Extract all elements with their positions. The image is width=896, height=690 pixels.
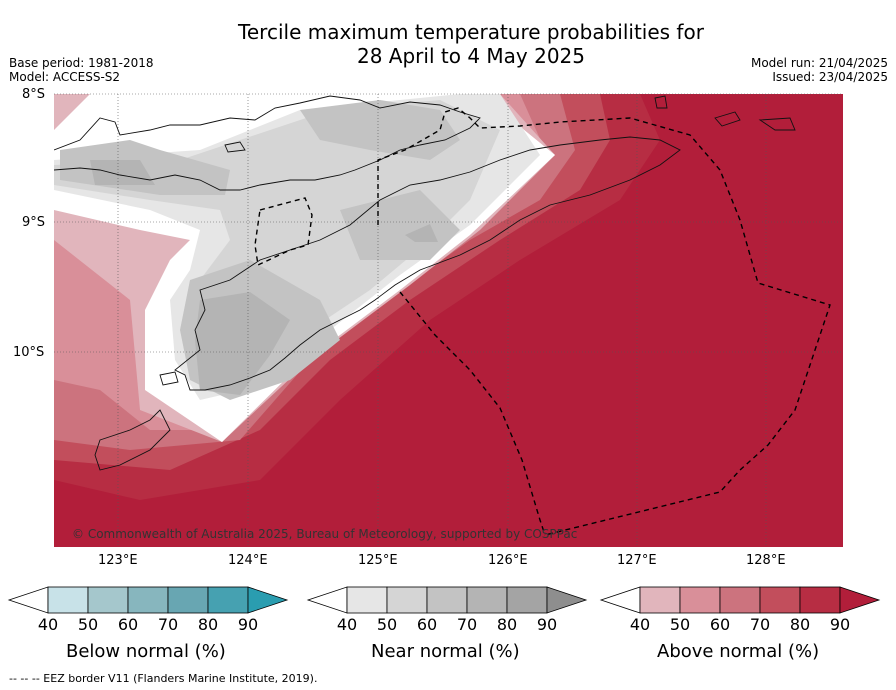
below-tick-90: 90 bbox=[237, 615, 259, 634]
colorbar-above-seg-5 bbox=[799, 586, 841, 614]
lon-label-123e: 123°E bbox=[98, 553, 138, 568]
colorbar-near-seg-3 bbox=[426, 586, 468, 614]
near-tick-50: 50 bbox=[376, 615, 398, 634]
lat-label-10s: 10°S bbox=[13, 345, 45, 360]
model-name: Model: ACCESS-S2 bbox=[9, 70, 121, 84]
near-70-fill-east bbox=[405, 224, 438, 242]
near-tick-60: 60 bbox=[416, 615, 438, 634]
below-tick-70: 70 bbox=[157, 615, 179, 634]
colorbar-below-seg-2 bbox=[87, 586, 129, 614]
above-tick-90: 90 bbox=[829, 615, 851, 634]
below-normal-label: Below normal (%) bbox=[66, 641, 226, 662]
eez-border bbox=[254, 107, 831, 536]
colorbar-below-right-arrow bbox=[247, 586, 289, 614]
lon-label-125e: 125°E bbox=[358, 553, 398, 568]
colorbar-below-seg-1 bbox=[47, 586, 89, 614]
colorbar-below-seg-4 bbox=[167, 586, 209, 614]
colorbar-near-seg-5 bbox=[506, 586, 548, 614]
colorbar-near-right-arrow bbox=[546, 586, 588, 614]
near-70-fill-west bbox=[90, 160, 155, 185]
issued-date: Issued: 23/04/2025 bbox=[772, 70, 888, 84]
near-tick-80: 80 bbox=[496, 615, 518, 634]
colorbar-near-seg-1 bbox=[346, 586, 388, 614]
lat-label-9s: 9°S bbox=[22, 215, 46, 230]
below-tick-80: 80 bbox=[197, 615, 219, 634]
colorbar-above-seg-2 bbox=[679, 586, 721, 614]
below-tick-60: 60 bbox=[117, 615, 139, 634]
near-tick-70: 70 bbox=[456, 615, 478, 634]
colorbar-near-left-arrow bbox=[306, 586, 348, 614]
title: Tercile maximum temperature probabilitie… bbox=[0, 20, 896, 68]
below-tick-40: 40 bbox=[37, 615, 59, 634]
lon-label-128e: 128°E bbox=[746, 553, 786, 568]
base-period: Base period: 1981-2018 bbox=[9, 56, 154, 70]
meta-right: Model run: 21/04/2025 Issued: 23/04/2025 bbox=[751, 56, 888, 84]
meta-left: Base period: 1981-2018 Model: ACCESS-S2 bbox=[9, 56, 154, 84]
colorbar-above bbox=[599, 586, 881, 614]
model-run: Model run: 21/04/2025 bbox=[750, 56, 888, 70]
colorbar-near bbox=[306, 586, 588, 614]
near-tick-90: 90 bbox=[536, 615, 558, 634]
near-tick-40: 40 bbox=[336, 615, 358, 634]
map-fill-layer bbox=[54, 94, 843, 547]
colorbar-above-right-arrow bbox=[839, 586, 881, 614]
near-60-fill-east bbox=[340, 190, 460, 260]
colorbar-below-seg-3 bbox=[127, 586, 169, 614]
colorbar-above-seg-3 bbox=[719, 586, 761, 614]
lon-label-124e: 124°E bbox=[228, 553, 268, 568]
above-tick-60: 60 bbox=[709, 615, 731, 634]
colorbar-near-seg-4 bbox=[466, 586, 508, 614]
colorbar-near-seg-2 bbox=[386, 586, 428, 614]
eez-footer-note: -- -- -- EEZ border V11 (Flanders Marine… bbox=[9, 672, 318, 685]
title-line-1: Tercile maximum temperature probabilitie… bbox=[238, 20, 704, 44]
lon-label-126e: 126°E bbox=[488, 553, 528, 568]
above-tick-40: 40 bbox=[629, 615, 651, 634]
above-tick-50: 50 bbox=[669, 615, 691, 634]
colorbar-above-left-arrow bbox=[599, 586, 641, 614]
below-tick-50: 50 bbox=[77, 615, 99, 634]
colorbar-above-seg-1 bbox=[639, 586, 681, 614]
copyright-text: © Commonwealth of Australia 2025, Bureau… bbox=[72, 527, 577, 541]
above-normal-label: Above normal (%) bbox=[657, 641, 820, 662]
colorbar-below-seg-5 bbox=[207, 586, 249, 614]
lat-label-8s: 8°S bbox=[22, 87, 46, 102]
colorbar-below-left-arrow bbox=[7, 586, 49, 614]
above-tick-80: 80 bbox=[789, 615, 811, 634]
lon-label-127e: 127°E bbox=[617, 553, 657, 568]
colorbar-below bbox=[7, 586, 289, 614]
near-normal-label: Near normal (%) bbox=[371, 641, 520, 662]
near-70-fill-south bbox=[195, 292, 290, 395]
colorbar-above-seg-4 bbox=[759, 586, 801, 614]
title-line-2: 28 April to 4 May 2025 bbox=[357, 44, 585, 68]
above-tick-70: 70 bbox=[749, 615, 771, 634]
